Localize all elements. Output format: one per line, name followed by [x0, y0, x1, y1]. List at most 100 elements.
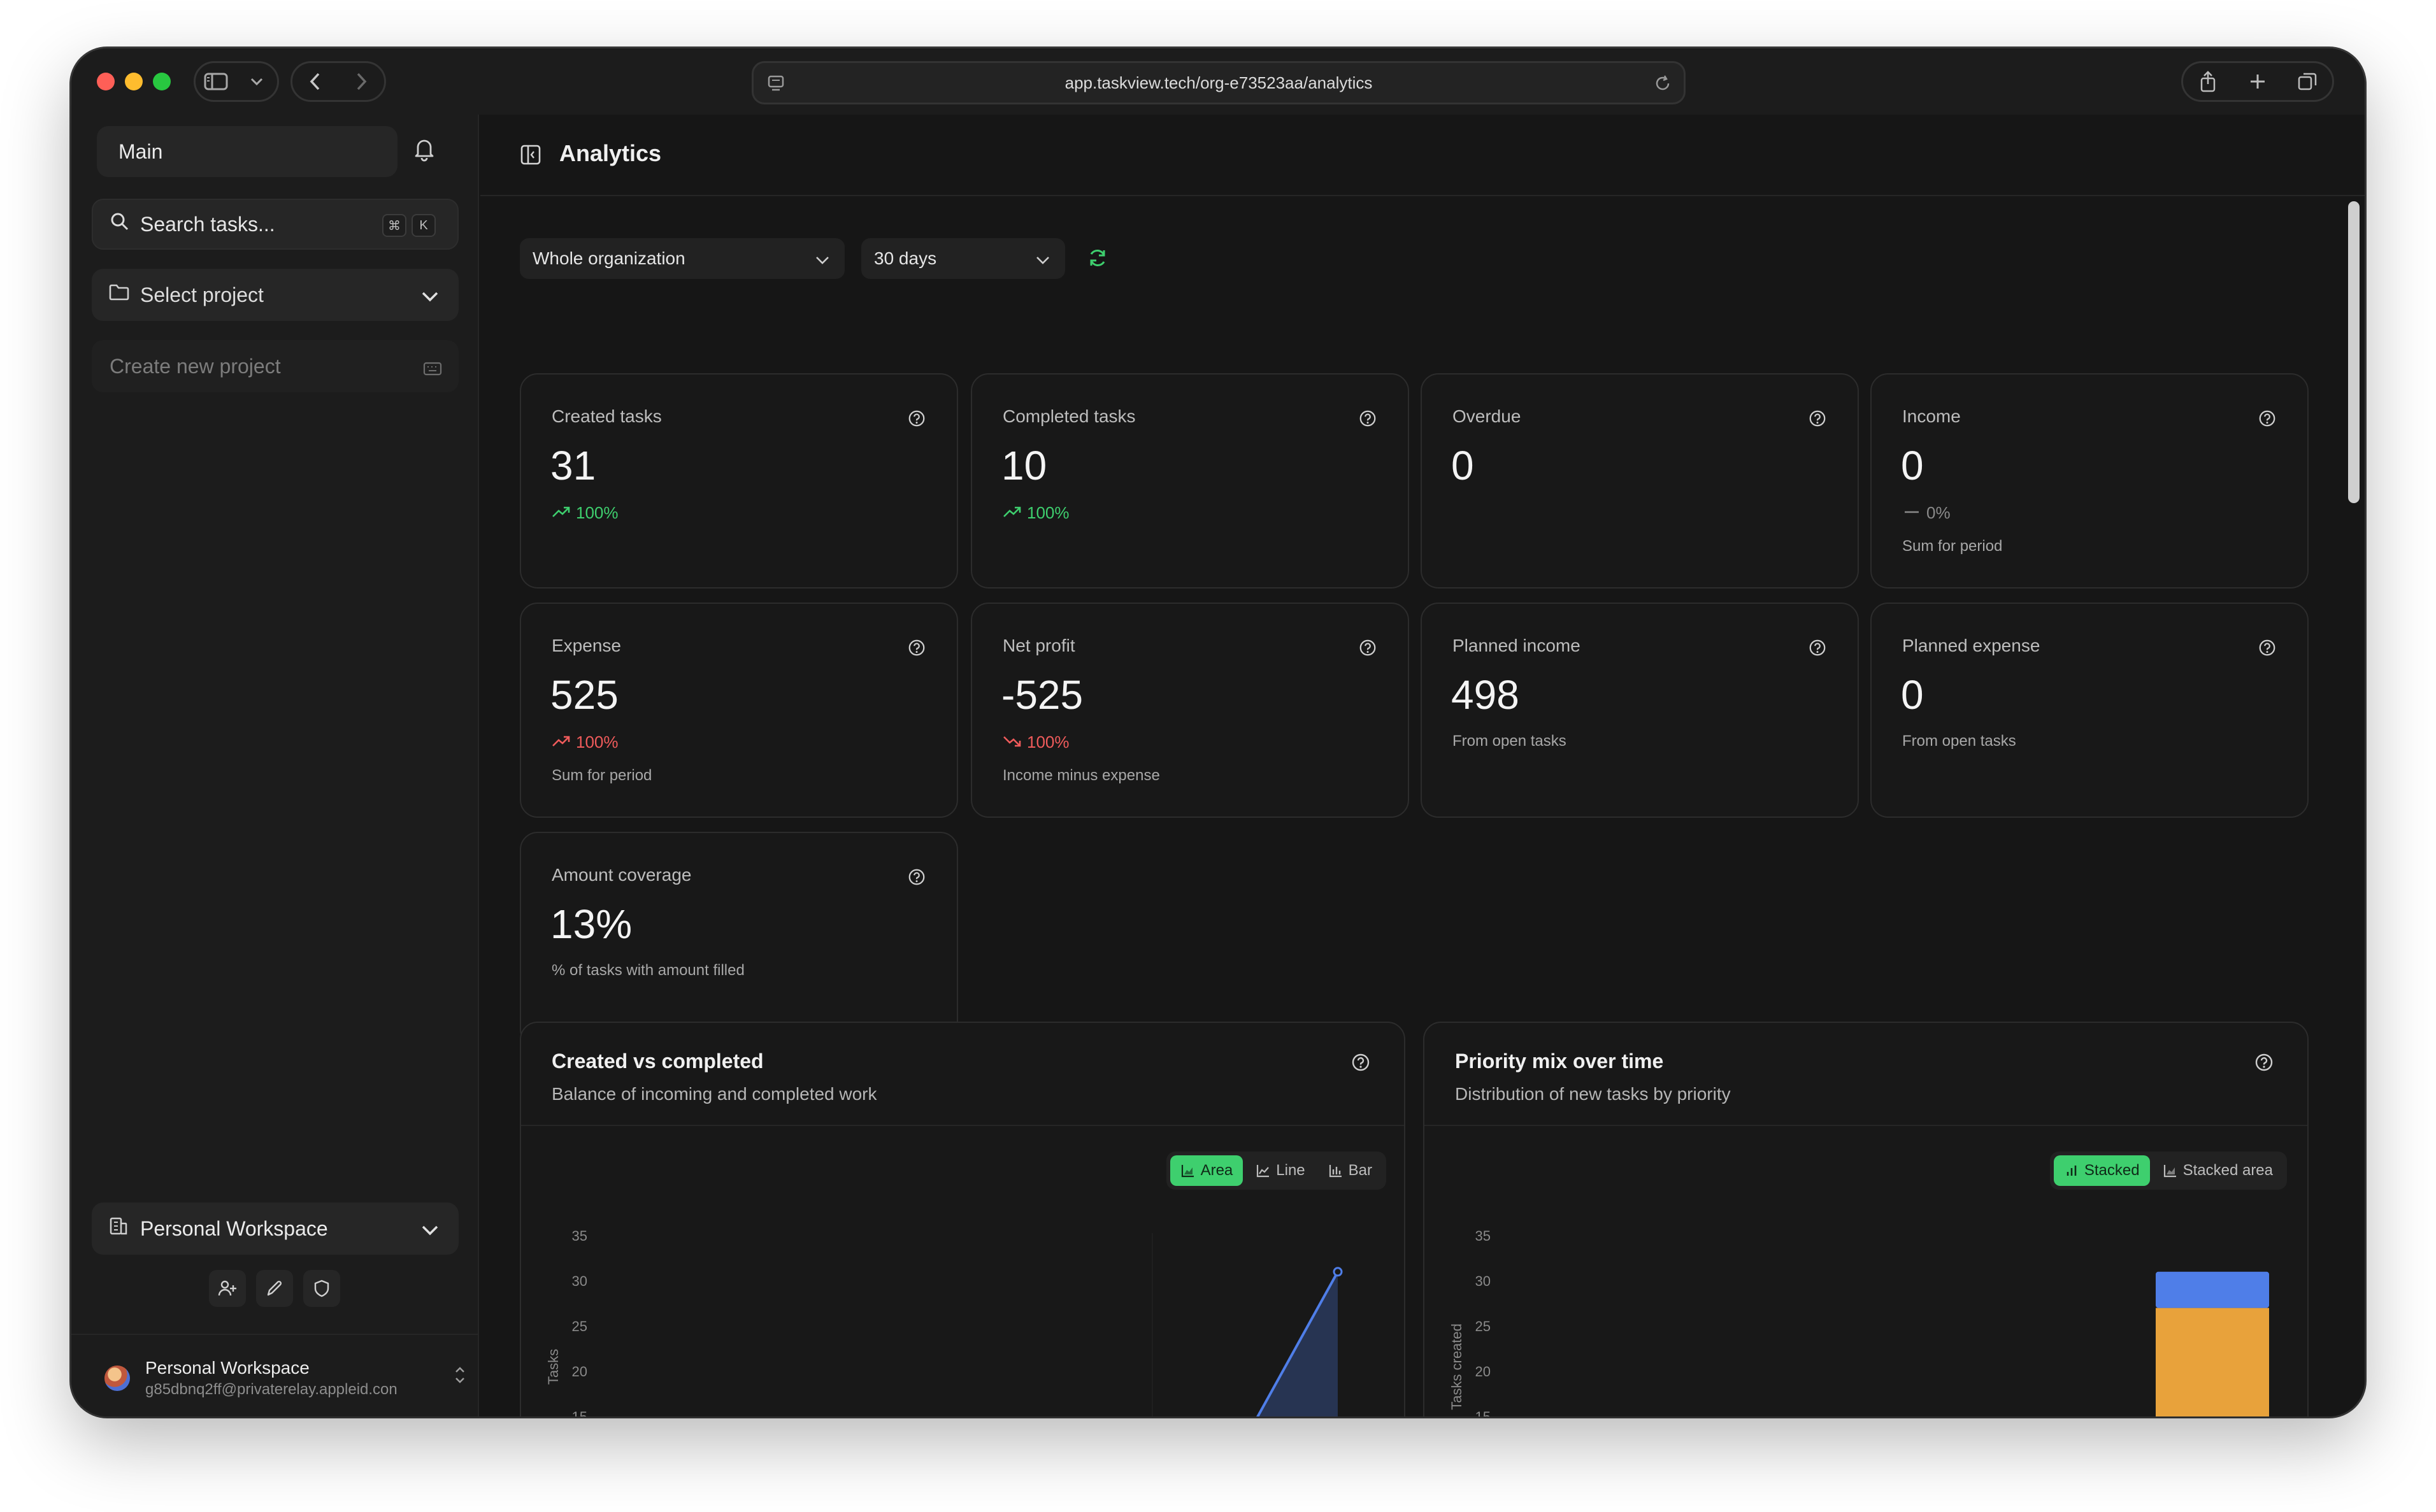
trend-up-icon [1003, 503, 1022, 523]
create-project-placeholder: Create new project [110, 354, 281, 378]
forward-icon[interactable] [341, 62, 382, 101]
chevron-down-icon [1035, 251, 1051, 271]
metric-card: Amount coverage 13% % of tasks with amount… [520, 832, 958, 1047]
minimize-window-button[interactable] [125, 73, 143, 90]
create-project-input[interactable]: Create new project [92, 340, 459, 392]
search-placeholder: Search tasks... [140, 212, 275, 236]
help-icon[interactable] [2254, 1052, 2274, 1076]
page-title: Analytics [559, 140, 662, 166]
zoom-window-button[interactable] [153, 73, 171, 90]
mode-stacked-area-label: Stacked area [2182, 1162, 2273, 1179]
bell-icon[interactable] [413, 136, 436, 165]
help-icon[interactable] [1358, 409, 1377, 431]
chevron-up-down-icon [454, 1364, 466, 1389]
mode-stacked-area-button[interactable]: Stacked area [2153, 1155, 2283, 1186]
refresh-icon[interactable] [1087, 247, 1108, 272]
y-tick-label: 20 [572, 1364, 587, 1380]
sidebar-divider [71, 1334, 479, 1335]
edit-workspace-button[interactable] [256, 1270, 293, 1307]
trend-up-icon [552, 503, 571, 523]
select-project-dropdown[interactable]: Select project [92, 269, 459, 321]
app-window: app.taskview.tech/org-e73523aa/analytics… [71, 48, 2365, 1416]
workspace-actions [209, 1270, 340, 1307]
add-member-button[interactable] [209, 1270, 246, 1307]
metric-subtitle: From open tasks [1902, 732, 2016, 750]
metric-change-value: 100% [1027, 732, 1070, 752]
tab-overview-icon[interactable] [2287, 62, 2328, 101]
close-window-button[interactable] [97, 73, 115, 90]
metric-value: 0 [1901, 672, 1924, 718]
metric-subtitle: From open tasks [1452, 732, 1566, 750]
help-icon[interactable] [907, 638, 926, 660]
scrollbar[interactable] [2348, 201, 2360, 503]
shortcut-k-key: K [412, 214, 436, 237]
metric-label: Amount coverage [552, 865, 692, 885]
back-icon[interactable] [295, 62, 336, 101]
metric-value: 13% [550, 901, 633, 947]
metric-change-value: 100% [1027, 503, 1070, 522]
metric-card: Created tasks 31 100% [520, 373, 958, 588]
browser-titlebar: app.taskview.tech/org-e73523aa/analytics [71, 48, 2365, 115]
stack-segment-medium [2156, 1308, 2269, 1416]
help-icon[interactable] [907, 867, 926, 890]
mode-bar-label: Bar [1348, 1162, 1372, 1179]
building-icon [108, 1216, 129, 1241]
metric-value: -525 [1001, 672, 1084, 718]
metric-label: Planned expense [1902, 636, 2040, 655]
chart-mode-toggle: Area Line Bar [1166, 1152, 1386, 1190]
main-space-select[interactable]: Main [97, 126, 398, 177]
trend-flat-icon [1902, 503, 1921, 523]
metric-value: 0 [1901, 443, 1924, 489]
y-axis-label: Tasks [545, 1349, 561, 1385]
reload-icon[interactable] [1653, 74, 1672, 97]
metric-value: 0 [1451, 443, 1474, 489]
metric-subtitle: % of tasks with amount filled [552, 962, 745, 979]
metric-subtitle: Sum for period [1902, 538, 2003, 555]
profile-switcher[interactable]: Personal Workspace g85dbnq2ff@privaterel… [104, 1353, 464, 1404]
help-icon[interactable] [1808, 638, 1827, 660]
mode-stacked-button[interactable]: Stacked [2053, 1155, 2150, 1186]
main-space-label: Main [118, 139, 163, 163]
metric-card: Income 0 0% Sum for period [1870, 373, 2309, 588]
metric-value: 525 [550, 672, 619, 718]
help-icon[interactable] [907, 409, 926, 431]
search-input[interactable]: Search tasks... ⌘ K [92, 199, 459, 250]
sidebar-icon[interactable] [196, 62, 236, 101]
scope-dropdown[interactable]: Whole organization [520, 238, 845, 279]
workspace-security-button[interactable] [303, 1270, 340, 1307]
metric-label: Net profit [1003, 636, 1075, 655]
chevron-down-icon[interactable] [236, 62, 277, 101]
workspace-dropdown[interactable]: Personal Workspace [92, 1202, 459, 1255]
chevron-down-icon [420, 1219, 440, 1243]
help-icon[interactable] [1808, 409, 1827, 431]
chevron-down-icon [814, 251, 831, 271]
help-icon[interactable] [1351, 1052, 1371, 1076]
stack-segment-low [2156, 1271, 2269, 1308]
y-tick-label: 25 [1475, 1318, 1491, 1334]
new-tab-icon[interactable] [2237, 62, 2278, 101]
help-icon[interactable] [1358, 638, 1377, 660]
grid-line [1152, 1233, 1153, 1416]
browser-actions-group [2181, 61, 2334, 102]
help-icon[interactable] [2258, 638, 2277, 660]
period-dropdown[interactable]: 30 days [861, 238, 1065, 279]
y-tick-label: 25 [572, 1318, 587, 1334]
mode-area-button[interactable]: Area [1170, 1155, 1243, 1186]
share-icon[interactable] [2188, 62, 2228, 101]
site-settings-icon[interactable] [766, 74, 785, 97]
keyboard-icon [423, 358, 442, 382]
created-series-area [1257, 1271, 1338, 1416]
metric-label: Income [1902, 406, 1961, 426]
panel-toggle-icon[interactable] [520, 144, 541, 169]
mode-bar-button[interactable]: Bar [1318, 1155, 1382, 1186]
mode-line-button[interactable]: Line [1245, 1155, 1315, 1186]
sidebar: Main Search tasks... ⌘ K Select project … [71, 115, 479, 1416]
y-axis-label: Tasks created [1449, 1323, 1465, 1410]
panel-title: Priority mix over time [1455, 1050, 1664, 1073]
stacked-bar-icon [2067, 1166, 2077, 1176]
address-bar[interactable]: app.taskview.tech/org-e73523aa/analytics [752, 61, 1686, 104]
shortcut-cmd-key: ⌘ [382, 214, 406, 237]
folder-icon [108, 283, 130, 307]
help-icon[interactable] [2258, 409, 2277, 431]
